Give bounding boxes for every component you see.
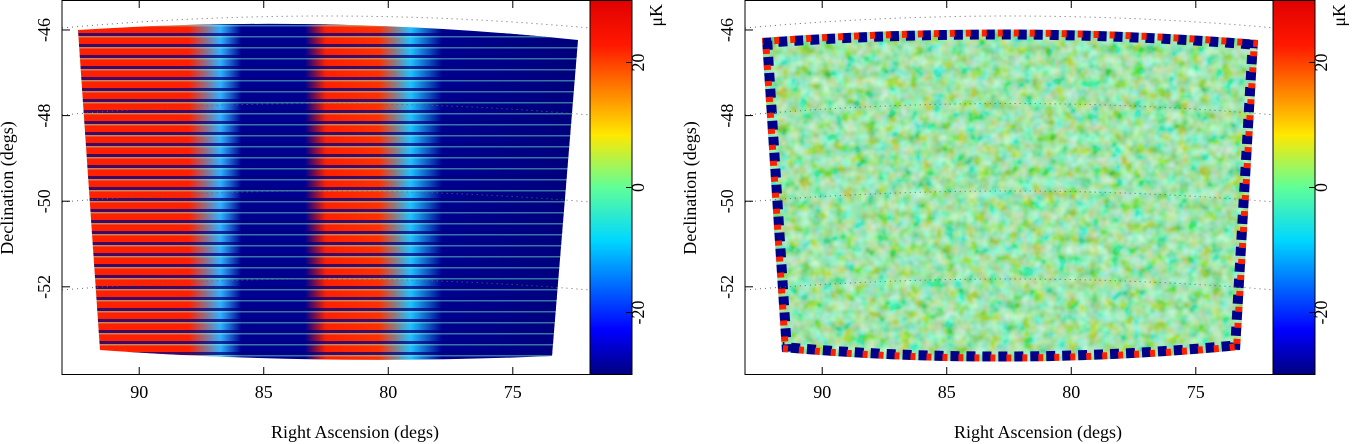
- y-tick-label: -48: [717, 104, 737, 128]
- y-tick-label: -46: [717, 18, 737, 42]
- x-tick-label: 75: [1187, 382, 1205, 402]
- x-axis-label: Right Ascension (degs): [271, 422, 439, 443]
- x-tick-label: 85: [938, 382, 956, 402]
- map-noise: [762, 29, 1258, 362]
- x-tick-label: 75: [504, 382, 522, 402]
- colorbar-tick-label: 20: [628, 54, 648, 72]
- map-left: [78, 23, 578, 360]
- colorbar: [1273, 0, 1315, 375]
- y-tick-label: -50: [34, 189, 54, 213]
- x-axis-label: Right Ascension (degs): [954, 422, 1122, 443]
- y-axis-label: Declination (degs): [680, 121, 701, 254]
- x-tick-label: 85: [255, 382, 273, 402]
- y-tick-label: -50: [717, 189, 737, 213]
- x-tick-label: 90: [130, 382, 148, 402]
- y-tick-label: -46: [34, 18, 54, 42]
- colorbar-tick-label: -20: [628, 301, 648, 325]
- y-tick-label: -48: [34, 104, 54, 128]
- colorbar-label: μK: [1329, 4, 1349, 27]
- map-stripes: [78, 23, 578, 360]
- colorbar-tick-label: -20: [1311, 301, 1331, 325]
- map-edge: [762, 29, 1258, 362]
- y-tick-label: -52: [717, 275, 737, 299]
- map-right: [762, 29, 1258, 362]
- y-axis-label: Declination (degs): [0, 121, 18, 254]
- x-tick-label: 80: [1062, 382, 1080, 402]
- colorbar-tick-label: 0: [628, 183, 648, 192]
- x-tick-label: 80: [379, 382, 397, 402]
- colorbar-tick-label: 0: [1311, 183, 1331, 192]
- colorbar: [590, 0, 632, 375]
- colorbar-tick-label: 20: [1311, 54, 1331, 72]
- x-tick-label: 90: [813, 382, 831, 402]
- coordinate-grid: [61, 15, 1276, 291]
- y-tick-label: -52: [34, 275, 54, 299]
- colorbar-label: μK: [646, 4, 666, 27]
